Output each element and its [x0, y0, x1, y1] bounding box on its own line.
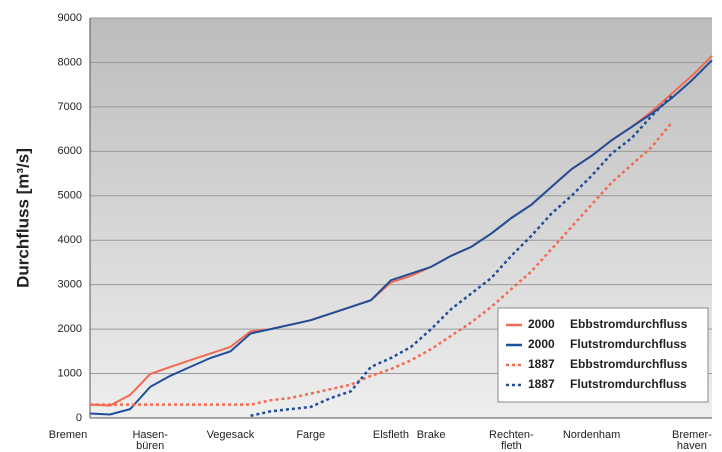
y-tick-label: 8000: [58, 56, 82, 68]
x-tick-label: Bremer- haven: [672, 429, 712, 452]
y-tick-label: 2000: [58, 323, 82, 335]
x-tick-label: Farge: [296, 429, 326, 441]
legend-label: 2000 Ebbstromdurchfluss: [528, 317, 688, 331]
legend-label: 1887 Ebbstromdurchfluss: [528, 357, 688, 371]
legend-label: 2000 Flutstromdurchfluss: [528, 337, 687, 351]
x-tick-label: Vegesack: [206, 429, 255, 441]
x-tick-label: Nordenham: [562, 429, 621, 441]
x-tick-label: Hasen- büren: [132, 429, 168, 452]
series-line: [89, 59, 713, 416]
y-tick-label: 1000: [58, 367, 82, 379]
y-tick-label: 5000: [58, 190, 82, 202]
series-line: [90, 121, 673, 406]
y-tick-label: 9000: [58, 12, 82, 24]
y-axis-title: Durchfluss [m³/s]: [13, 148, 32, 288]
y-tick-label: 4000: [58, 234, 82, 246]
x-tick-label: Rechten- fleth: [489, 429, 534, 452]
legend: 2000 Ebbstromdurchfluss 2000 Flutstromdur…: [497, 307, 709, 403]
y-tick-label: 7000: [58, 101, 82, 113]
y-tick-label: 3000: [58, 279, 82, 291]
x-tick-label: Elsfleth: [372, 429, 409, 441]
y-tick-label: 0: [76, 412, 82, 424]
series-line: [250, 94, 673, 417]
y-tick-label: 6000: [58, 145, 82, 157]
legend-label: 1887 Flutstromdurchfluss: [528, 377, 687, 391]
legend-box: [497, 307, 709, 403]
x-tick-label: Bremen: [48, 429, 88, 441]
x-tick-label: Brake: [416, 429, 446, 441]
